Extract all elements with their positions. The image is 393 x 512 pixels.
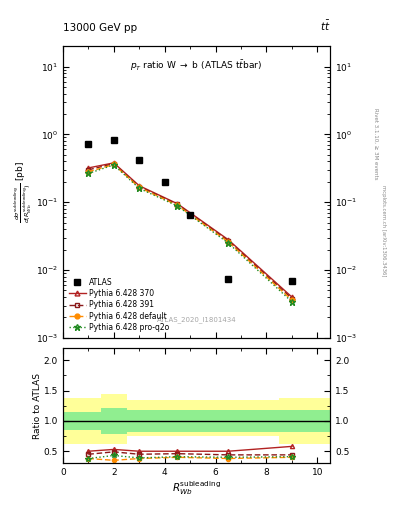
Pythia 6.428 default bbox=[137, 184, 141, 190]
Pythia 6.428 370 bbox=[290, 294, 294, 300]
Pythia 6.428 370 bbox=[112, 160, 116, 166]
Text: Rivet 3.1.10, ≥ 3M events: Rivet 3.1.10, ≥ 3M events bbox=[373, 108, 378, 179]
ATLAS bbox=[112, 137, 116, 143]
Pythia 6.428 370 bbox=[226, 237, 231, 243]
Pythia 6.428 391 bbox=[137, 183, 141, 189]
Pythia 6.428 pro-q2o bbox=[112, 162, 116, 168]
Pythia 6.428 default bbox=[226, 239, 231, 245]
Pythia 6.428 370 bbox=[86, 165, 91, 171]
Line: Pythia 6.428 pro-q2o: Pythia 6.428 pro-q2o bbox=[85, 162, 295, 305]
Pythia 6.428 391 bbox=[290, 295, 294, 302]
Y-axis label: Ratio to ATLAS: Ratio to ATLAS bbox=[33, 373, 42, 439]
Pythia 6.428 pro-q2o bbox=[86, 170, 91, 177]
Text: 13000 GeV pp: 13000 GeV pp bbox=[63, 23, 137, 33]
Pythia 6.428 default bbox=[290, 297, 294, 303]
Pythia 6.428 370 bbox=[175, 201, 180, 207]
Line: Pythia 6.428 default: Pythia 6.428 default bbox=[86, 162, 294, 303]
Pythia 6.428 pro-q2o bbox=[175, 203, 180, 209]
Pythia 6.428 370 bbox=[137, 183, 141, 189]
Pythia 6.428 391 bbox=[226, 238, 231, 244]
X-axis label: $R_{Wb}^{\rm subleading}$: $R_{Wb}^{\rm subleading}$ bbox=[172, 479, 221, 497]
ATLAS bbox=[188, 212, 193, 218]
Line: ATLAS: ATLAS bbox=[85, 137, 295, 284]
Pythia 6.428 default bbox=[112, 161, 116, 167]
Pythia 6.428 pro-q2o bbox=[226, 240, 231, 246]
Text: $t\bar{t}$: $t\bar{t}$ bbox=[320, 19, 330, 33]
Line: Pythia 6.428 391: Pythia 6.428 391 bbox=[86, 161, 294, 301]
Pythia 6.428 default bbox=[86, 169, 91, 175]
ATLAS bbox=[226, 275, 231, 282]
Line: Pythia 6.428 370: Pythia 6.428 370 bbox=[86, 160, 294, 300]
ATLAS bbox=[86, 141, 91, 147]
Pythia 6.428 pro-q2o bbox=[137, 185, 141, 191]
Pythia 6.428 391 bbox=[112, 161, 116, 167]
Text: $p_T$ ratio W $\rightarrow$ b (ATLAS t$\bar{t}$bar): $p_T$ ratio W $\rightarrow$ b (ATLAS t$\… bbox=[130, 58, 263, 73]
ATLAS bbox=[290, 278, 294, 284]
Legend: ATLAS, Pythia 6.428 370, Pythia 6.428 391, Pythia 6.428 default, Pythia 6.428 pr: ATLAS, Pythia 6.428 370, Pythia 6.428 39… bbox=[67, 275, 171, 334]
Text: ATLAS_2020_I1801434: ATLAS_2020_I1801434 bbox=[157, 316, 236, 324]
Pythia 6.428 391 bbox=[175, 201, 180, 207]
Pythia 6.428 391 bbox=[86, 167, 91, 173]
ATLAS bbox=[137, 157, 141, 163]
Text: mcplots.cern.ch [arXiv:1306.3436]: mcplots.cern.ch [arXiv:1306.3436] bbox=[381, 185, 386, 276]
Y-axis label: $\frac{d\sigma^{\rm subleading}}{d(R_{Wb}^{\rm subleading})}$ [pb]: $\frac{d\sigma^{\rm subleading}}{d(R_{Wb… bbox=[13, 161, 34, 223]
ATLAS bbox=[162, 179, 167, 185]
Pythia 6.428 pro-q2o bbox=[290, 299, 294, 305]
Pythia 6.428 default bbox=[175, 202, 180, 208]
